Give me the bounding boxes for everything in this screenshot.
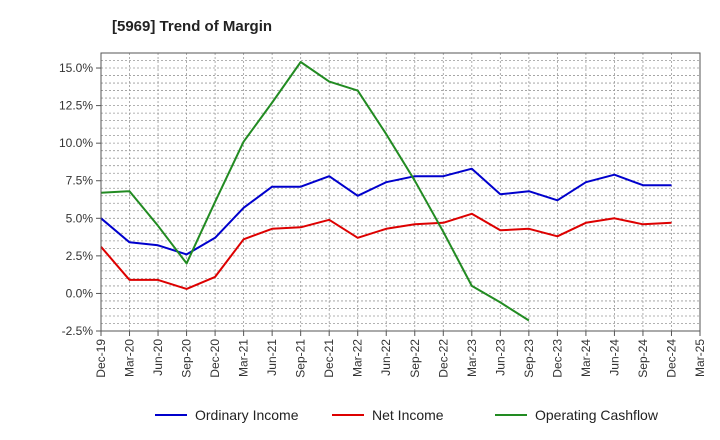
y-tick-label: 2.5% [66,249,94,263]
x-tick-label: Dec-19 [94,339,108,378]
legend-label: Ordinary Income [195,407,299,423]
x-tick-label: Sep-21 [294,339,308,378]
x-tick-label: Sep-20 [180,339,194,378]
x-axis: Dec-19 Mar-20 Jun-20 Sep-20 Dec-20 Mar-21 Jun-… [94,331,707,378]
x-tick-label: Sep-23 [522,339,536,378]
grid [101,52,700,331]
x-tick-label: Dec-23 [550,339,564,378]
x-tick-label: Mar-25 [693,339,707,377]
y-tick-label: 12.5% [59,99,93,113]
y-tick-label: 5.0% [66,211,94,225]
x-tick-label: Jun-21 [265,339,279,376]
series-line-ordinary-income [100,167,672,256]
x-tick-label: Dec-21 [322,339,336,378]
x-tick-label: Jun-20 [151,339,165,376]
x-tick-label: Dec-24 [664,339,678,378]
series-lines [100,61,672,322]
x-tick-label: Jun-22 [379,339,393,376]
x-tick-label: Mar-20 [123,339,137,377]
x-tick-label: Dec-22 [436,339,450,378]
x-tick-label: Dec-20 [208,339,222,378]
x-tick-label: Sep-22 [408,339,422,378]
x-tick-label: Mar-21 [237,339,251,377]
chart-title: [5969] Trend of Margin [112,18,272,35]
y-tick-label: 10.0% [59,136,93,150]
legend-label: Net Income [372,407,444,423]
legend: Ordinary Income Net Income Operating Cashf… [155,407,659,423]
x-tick-label: Jun-23 [493,339,507,376]
series-line-operating-cashflow [100,61,530,322]
x-tick-label: Jun-24 [607,339,621,376]
x-tick-label: Sep-24 [636,339,650,378]
y-tick-label: 7.5% [66,174,94,188]
y-tick-label: 0.0% [66,286,94,300]
y-tick-label: -2.5% [62,324,94,338]
x-tick-label: Mar-24 [579,339,593,377]
series-line-net-income [100,212,672,290]
y-axis: -2.5% 0.0% 2.5% 5.0% 7.5% 10.0% 12.5% 15.0% [59,61,101,338]
y-tick-label: 15.0% [59,61,93,75]
legend-label: Operating Cashflow [535,407,659,423]
x-tick-label: Mar-23 [465,339,479,377]
plot-frame [100,52,701,332]
x-tick-label: Mar-22 [351,339,365,377]
